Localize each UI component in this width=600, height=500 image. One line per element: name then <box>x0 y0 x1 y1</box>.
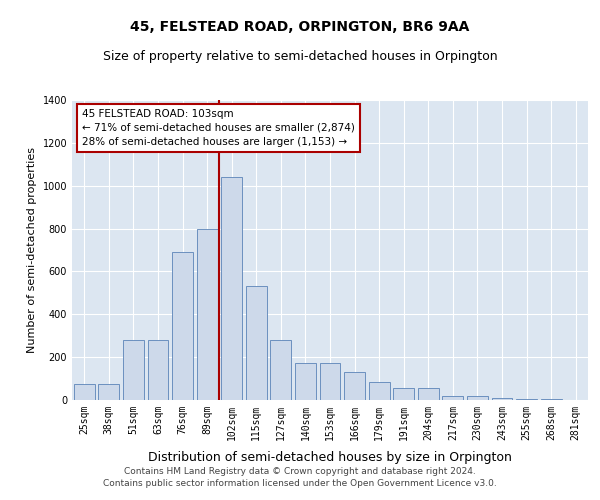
Bar <box>123 340 144 400</box>
Bar <box>295 362 316 400</box>
Bar <box>74 384 95 400</box>
Bar <box>148 340 169 400</box>
Bar <box>368 382 389 400</box>
Bar <box>442 396 463 400</box>
Bar <box>221 177 242 400</box>
Bar <box>393 388 414 400</box>
Text: Contains HM Land Registry data © Crown copyright and database right 2024.
Contai: Contains HM Land Registry data © Crown c… <box>103 466 497 487</box>
Text: Size of property relative to semi-detached houses in Orpington: Size of property relative to semi-detach… <box>103 50 497 63</box>
Bar <box>271 340 292 400</box>
Bar <box>541 399 562 400</box>
Bar <box>344 372 365 400</box>
Bar <box>491 398 512 400</box>
Bar <box>98 384 119 400</box>
Bar <box>516 399 537 400</box>
Bar <box>197 228 218 400</box>
X-axis label: Distribution of semi-detached houses by size in Orpington: Distribution of semi-detached houses by … <box>148 451 512 464</box>
Y-axis label: Number of semi-detached properties: Number of semi-detached properties <box>27 147 37 353</box>
Text: 45 FELSTEAD ROAD: 103sqm
← 71% of semi-detached houses are smaller (2,874)
28% o: 45 FELSTEAD ROAD: 103sqm ← 71% of semi-d… <box>82 109 355 147</box>
Bar <box>418 388 439 400</box>
Bar <box>172 252 193 400</box>
Bar <box>246 286 267 400</box>
Text: 45, FELSTEAD ROAD, ORPINGTON, BR6 9AA: 45, FELSTEAD ROAD, ORPINGTON, BR6 9AA <box>130 20 470 34</box>
Bar <box>467 396 488 400</box>
Bar <box>320 362 340 400</box>
